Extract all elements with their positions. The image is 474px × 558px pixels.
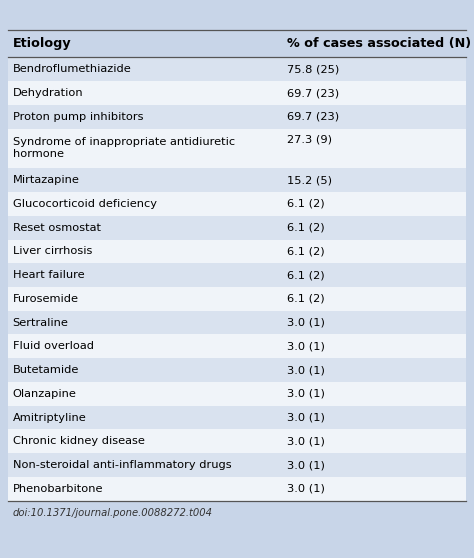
Text: Olanzapine: Olanzapine bbox=[13, 389, 77, 399]
Bar bbox=[8, 57, 466, 81]
Text: 15.2 (5): 15.2 (5) bbox=[287, 175, 332, 185]
Bar bbox=[8, 30, 466, 57]
Text: 6.1 (2): 6.1 (2) bbox=[287, 294, 324, 304]
Text: 3.0 (1): 3.0 (1) bbox=[287, 412, 325, 422]
Text: 6.1 (2): 6.1 (2) bbox=[287, 199, 324, 209]
Text: 69.7 (23): 69.7 (23) bbox=[287, 112, 339, 122]
Text: Amitriptyline: Amitriptyline bbox=[13, 412, 86, 422]
Text: Non-steroidal anti-inflammatory drugs: Non-steroidal anti-inflammatory drugs bbox=[13, 460, 231, 470]
Bar bbox=[8, 129, 466, 169]
Bar bbox=[8, 287, 466, 311]
Text: Sertraline: Sertraline bbox=[13, 318, 69, 328]
Text: Reset osmostat: Reset osmostat bbox=[13, 223, 101, 233]
Text: 69.7 (23): 69.7 (23) bbox=[287, 88, 339, 98]
Bar bbox=[8, 192, 466, 216]
Text: Mirtazapine: Mirtazapine bbox=[13, 175, 80, 185]
Bar bbox=[8, 105, 466, 129]
Text: Phenobarbitone: Phenobarbitone bbox=[13, 484, 103, 494]
Bar bbox=[8, 334, 466, 358]
Bar bbox=[8, 477, 466, 501]
Text: Liver cirrhosis: Liver cirrhosis bbox=[13, 247, 92, 256]
Bar bbox=[8, 239, 466, 263]
Text: Etiology: Etiology bbox=[13, 37, 72, 50]
Text: 6.1 (2): 6.1 (2) bbox=[287, 270, 324, 280]
Text: 3.0 (1): 3.0 (1) bbox=[287, 460, 325, 470]
Text: 6.1 (2): 6.1 (2) bbox=[287, 247, 324, 256]
Text: 27.3 (9): 27.3 (9) bbox=[287, 134, 332, 145]
Text: Butetamide: Butetamide bbox=[13, 365, 79, 375]
Text: Chronic kidney disease: Chronic kidney disease bbox=[13, 436, 145, 446]
Text: 3.0 (1): 3.0 (1) bbox=[287, 484, 325, 494]
Bar bbox=[8, 216, 466, 239]
Bar bbox=[8, 81, 466, 105]
Text: Glucocorticoid deficiency: Glucocorticoid deficiency bbox=[13, 199, 157, 209]
Bar bbox=[8, 453, 466, 477]
Bar bbox=[8, 8, 466, 30]
Text: 3.0 (1): 3.0 (1) bbox=[287, 341, 325, 352]
Text: Heart failure: Heart failure bbox=[13, 270, 84, 280]
Text: % of cases associated (N): % of cases associated (N) bbox=[287, 37, 471, 50]
Text: Bendroflumethiazide: Bendroflumethiazide bbox=[13, 64, 131, 74]
Text: Furosemide: Furosemide bbox=[13, 294, 79, 304]
Bar bbox=[8, 430, 466, 453]
Text: 3.0 (1): 3.0 (1) bbox=[287, 389, 325, 399]
Text: 6.1 (2): 6.1 (2) bbox=[287, 223, 324, 233]
Text: 3.0 (1): 3.0 (1) bbox=[287, 365, 325, 375]
Text: 75.8 (25): 75.8 (25) bbox=[287, 64, 339, 74]
Text: Proton pump inhibitors: Proton pump inhibitors bbox=[13, 112, 143, 122]
Bar bbox=[8, 169, 466, 192]
Bar bbox=[8, 358, 466, 382]
Bar bbox=[8, 382, 466, 406]
Bar bbox=[8, 263, 466, 287]
Text: Dehydration: Dehydration bbox=[13, 88, 83, 98]
Text: Syndrome of inappropriate antidiuretic
hormone: Syndrome of inappropriate antidiuretic h… bbox=[13, 137, 235, 160]
Text: 3.0 (1): 3.0 (1) bbox=[287, 318, 325, 328]
Text: doi:10.1371/journal.pone.0088272.t004: doi:10.1371/journal.pone.0088272.t004 bbox=[13, 508, 213, 518]
Text: Fluid overload: Fluid overload bbox=[13, 341, 94, 352]
Bar bbox=[8, 311, 466, 334]
Bar bbox=[8, 406, 466, 430]
Text: 3.0 (1): 3.0 (1) bbox=[287, 436, 325, 446]
